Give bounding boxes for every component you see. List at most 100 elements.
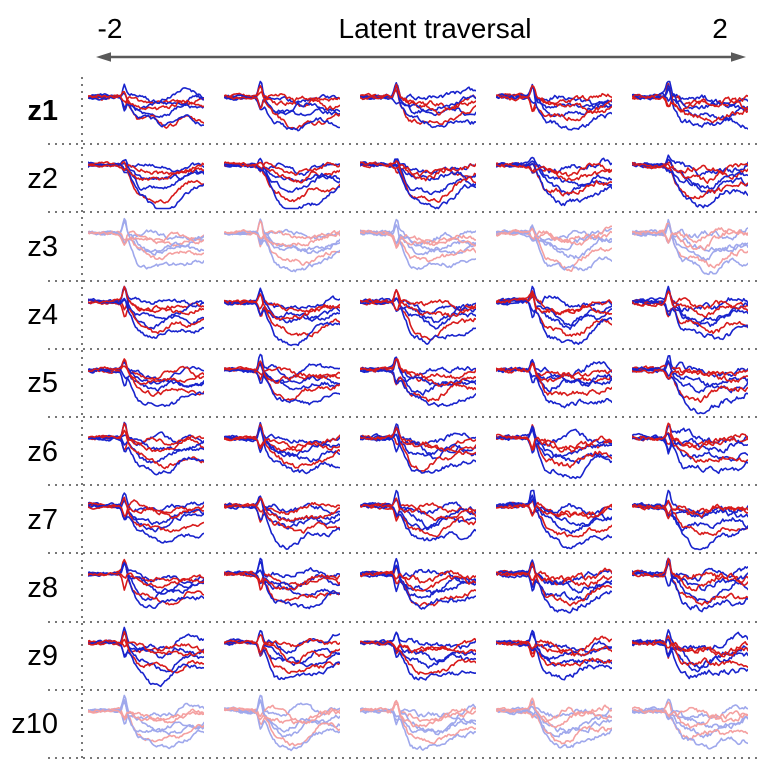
waveform-trace-blue <box>88 435 204 476</box>
waveform-cell-z1-col2 <box>224 80 340 132</box>
waveform-trace-red <box>632 365 748 403</box>
waveform-cell-z3-col2 <box>224 218 340 273</box>
waveform-trace-blue <box>88 502 204 544</box>
waveform-trace-red <box>632 422 748 451</box>
row-label-z1: z1 <box>27 94 58 127</box>
waveform-trace-blue <box>632 300 748 340</box>
waveform-trace-blue <box>360 502 476 542</box>
waveform-trace-blue <box>360 162 476 210</box>
grid-row-z10: z10 <box>0 691 761 759</box>
waveform-trace-blue <box>360 426 476 460</box>
waveform-trace-red <box>224 706 340 725</box>
arrow-left-head-icon <box>96 52 111 62</box>
waveform-trace-blue <box>496 367 612 393</box>
waveform-trace-red <box>632 706 748 729</box>
waveform-trace-blue <box>632 558 748 613</box>
waveform-trace-red <box>360 357 476 387</box>
waveform-cell-z6-col3 <box>360 423 476 474</box>
arrow-right-head-icon <box>731 52 746 62</box>
waveform-trace-red <box>360 161 476 182</box>
waveform-trace-blue <box>496 366 612 409</box>
waveform-cell-z9-col5 <box>632 628 748 679</box>
waveform-trace-blue <box>224 163 340 210</box>
waveform-trace-red <box>496 697 612 728</box>
waveform-cell-z10-col3 <box>360 699 476 751</box>
waveform-cell-z3-col1 <box>88 218 204 270</box>
waveform-trace-red <box>496 225 612 247</box>
waveform-cell-z9-col1 <box>88 626 204 687</box>
waveform-trace-red <box>360 497 476 522</box>
waveform-cell-z6-col4 <box>496 424 612 480</box>
waveform-cell-z1-col3 <box>360 82 476 129</box>
waveform-trace-red <box>360 571 476 593</box>
waveform-trace-red <box>88 422 204 453</box>
waveform-trace-blue <box>632 365 748 415</box>
waveform-trace-red <box>632 93 748 113</box>
waveform-trace-blue <box>360 708 476 734</box>
row-separator-dotted-line <box>48 552 758 555</box>
waveform-trace-red <box>88 708 204 722</box>
waveform-trace-red <box>224 298 340 337</box>
grid-row-z9: z9 <box>0 623 761 691</box>
x-axis-min-tick: -2 <box>97 13 123 44</box>
waveform-cell-z7-col3 <box>360 489 476 542</box>
row-separator-dotted-line <box>48 143 758 146</box>
waveform-trace-blue <box>632 500 748 551</box>
waveform-cell-z2-col1 <box>88 159 204 210</box>
waveform-cell-z3-col3 <box>360 219 476 271</box>
waveform-trace-red <box>224 85 340 130</box>
x-axis-max-tick: 2 <box>712 13 728 44</box>
waveform-trace-red <box>224 707 340 747</box>
waveform-trace-red <box>88 638 204 657</box>
grid-row-z1: z1 <box>0 77 761 146</box>
waveform-trace-blue <box>496 162 612 207</box>
waveform-cell-z10-col4 <box>496 697 612 749</box>
waveform-trace-blue <box>224 421 340 445</box>
waveform-cell-z7-col5 <box>632 489 748 551</box>
waveform-cell-z4-col5 <box>632 285 748 340</box>
waveform-trace-blue <box>224 230 340 273</box>
waveform-cell-z8-col1 <box>88 559 204 610</box>
waveform-cell-z5-col3 <box>360 356 476 407</box>
waveform-trace-red <box>360 699 476 728</box>
waveform-trace-blue <box>632 162 748 190</box>
waveform-cell-z1-col4 <box>496 83 612 131</box>
waveform-trace-blue <box>88 639 204 687</box>
waveform-trace-blue <box>88 626 204 651</box>
waveform-trace-red <box>88 231 204 247</box>
waveform-trace-blue <box>88 562 204 610</box>
waveform-trace-blue <box>360 224 476 271</box>
row-label-z10: z10 <box>11 708 58 741</box>
waveform-trace-red <box>632 432 748 464</box>
waveform-trace-blue <box>632 433 748 475</box>
waveform-trace-blue <box>496 570 612 614</box>
waveform-trace-blue <box>360 631 476 649</box>
waveform-trace-blue <box>632 504 748 532</box>
waveform-trace-red <box>632 640 748 657</box>
waveform-cell-z4-col2 <box>224 287 340 346</box>
grid-row-z8: z8 <box>0 554 761 623</box>
waveform-trace-blue <box>632 628 748 651</box>
waveform-cell-z4-col3 <box>360 288 476 345</box>
waveform-trace-red <box>496 84 612 114</box>
waveform-trace-blue <box>496 498 612 550</box>
waveform-trace-blue <box>632 298 748 327</box>
waveform-trace-red <box>224 229 340 248</box>
row-separator-dotted-line <box>48 688 758 691</box>
waveform-cell-z5-col5 <box>632 354 748 415</box>
waveform-trace-blue <box>360 296 476 330</box>
waveform-cell-z9-col2 <box>224 629 340 680</box>
waveform-trace-blue <box>224 706 340 751</box>
waveform-cell-z7-col4 <box>496 489 612 550</box>
waveform-trace-red <box>496 503 612 520</box>
waveform-trace-red <box>360 89 476 126</box>
waveform-trace-red <box>632 290 748 318</box>
waveform-trace-red <box>496 162 612 197</box>
waveform-trace-red <box>632 499 748 518</box>
waveform-trace-red <box>496 562 612 607</box>
row-separator-dotted-line <box>48 484 758 487</box>
waveform-trace-red <box>224 638 340 664</box>
waveform-trace-red <box>360 427 476 454</box>
